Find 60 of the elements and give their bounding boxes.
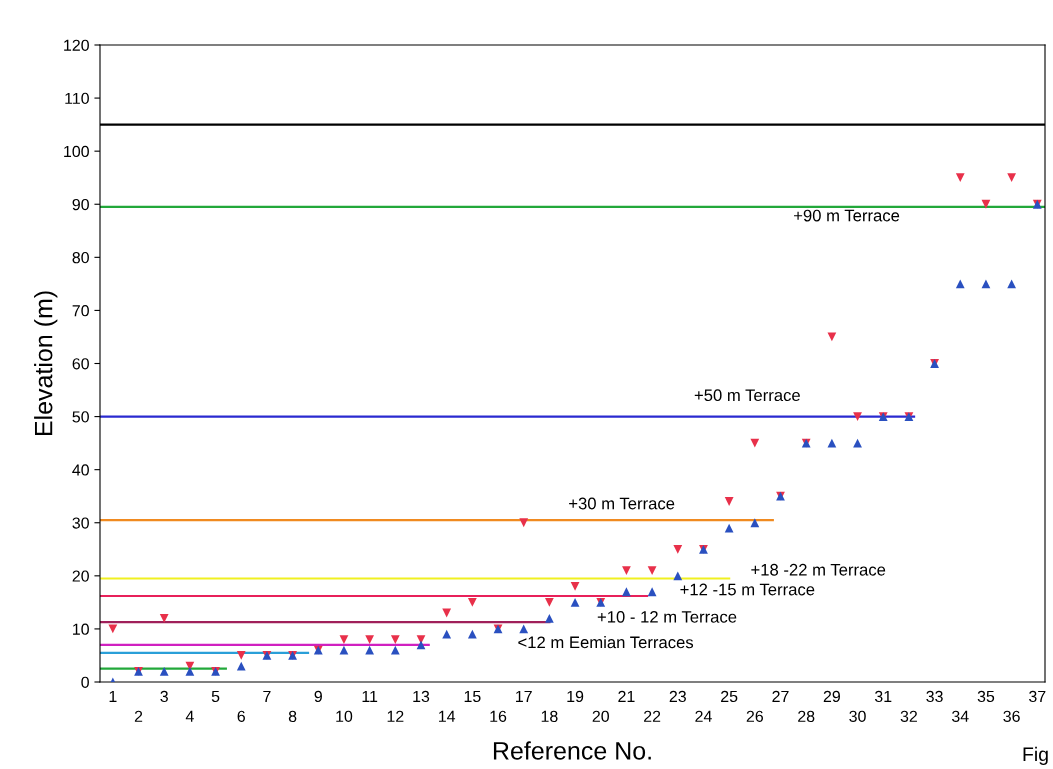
x-tick-label: 9 xyxy=(314,690,322,703)
x2-tick-label: 8 xyxy=(288,710,297,722)
annotation: +12 -15 m Terrace xyxy=(680,583,815,596)
annotation: +10 - 12 m Terrace xyxy=(597,610,737,623)
x-tick-label: 1 xyxy=(109,690,117,702)
y-tick-label: 120 xyxy=(64,39,89,51)
y-tick-label: 40 xyxy=(72,464,89,476)
annotation: <12 m Eemian Terraces xyxy=(518,636,694,649)
x-tick-label: 27 xyxy=(772,690,789,702)
y-tick-label: 110 xyxy=(65,92,89,105)
x-tick-label: 35 xyxy=(977,690,995,703)
x-tick-label: 7 xyxy=(263,690,271,702)
x-tick-label: 15 xyxy=(464,690,481,703)
x-axis-title: Reference No. xyxy=(493,741,651,760)
x-tick-label: 31 xyxy=(874,690,892,703)
y-axis-title: Elevation (m) xyxy=(34,291,58,436)
x2-tick-label: 26 xyxy=(746,710,764,722)
x-tick-label: 25 xyxy=(721,690,738,703)
x-tick-label: 23 xyxy=(669,690,686,703)
y-tick-label: 0 xyxy=(81,676,89,688)
y-tick-label: 60 xyxy=(72,358,89,370)
text: Fig xyxy=(1023,746,1048,765)
x2-tick-label: 28 xyxy=(798,710,815,722)
y-tick-label: 70 xyxy=(72,305,89,317)
x2-tick-label: 6 xyxy=(237,710,245,722)
y-tick-label: 10 xyxy=(73,623,89,635)
x2-tick-label: 14 xyxy=(439,710,456,722)
x2-tick-label: 18 xyxy=(541,710,558,722)
y-tick-label: 100 xyxy=(64,145,89,158)
y-tick-label: 30 xyxy=(72,517,89,529)
annotation: +30 m Terrace xyxy=(569,497,675,510)
annotation: +90 m Terrace xyxy=(794,209,900,222)
x2-tick-label: 10 xyxy=(336,710,353,722)
x2-tick-label: 32 xyxy=(900,710,917,722)
y-tick-label: 80 xyxy=(72,251,89,264)
x2-tick-label: 12 xyxy=(387,710,404,722)
x2-tick-label: 16 xyxy=(490,710,507,722)
y-tick-label: 50 xyxy=(72,411,89,423)
annotation: +18 -22 m Terrace xyxy=(751,563,886,576)
y-tick-label: 20 xyxy=(72,570,89,582)
x2-tick-label: 20 xyxy=(592,710,610,722)
x-tick-label: 11 xyxy=(362,690,378,702)
x-tick-label: 21 xyxy=(618,690,635,702)
x-tick-label: 19 xyxy=(567,690,584,703)
x-tick-label: 33 xyxy=(926,690,943,703)
x-tick-label: 5 xyxy=(211,690,220,703)
x2-tick-label: 2 xyxy=(134,710,143,722)
x2-tick-label: 22 xyxy=(644,710,661,722)
x2-tick-label: 24 xyxy=(695,710,712,722)
x-tick-label: 29 xyxy=(823,690,840,703)
x-tick-label: 37 xyxy=(1029,690,1046,703)
x-tick-label: 17 xyxy=(516,690,532,702)
x2-tick-label: 34 xyxy=(951,710,969,722)
y-tick-label: 90 xyxy=(72,198,89,211)
x-tick-label: 13 xyxy=(413,690,430,703)
x-tick-label: 3 xyxy=(160,690,168,703)
annotation: +50 m Terrace xyxy=(694,389,800,402)
x2-tick-label: 4 xyxy=(185,710,194,722)
x2-tick-label: 30 xyxy=(849,710,866,722)
x2-tick-label: 36 xyxy=(1003,710,1020,722)
